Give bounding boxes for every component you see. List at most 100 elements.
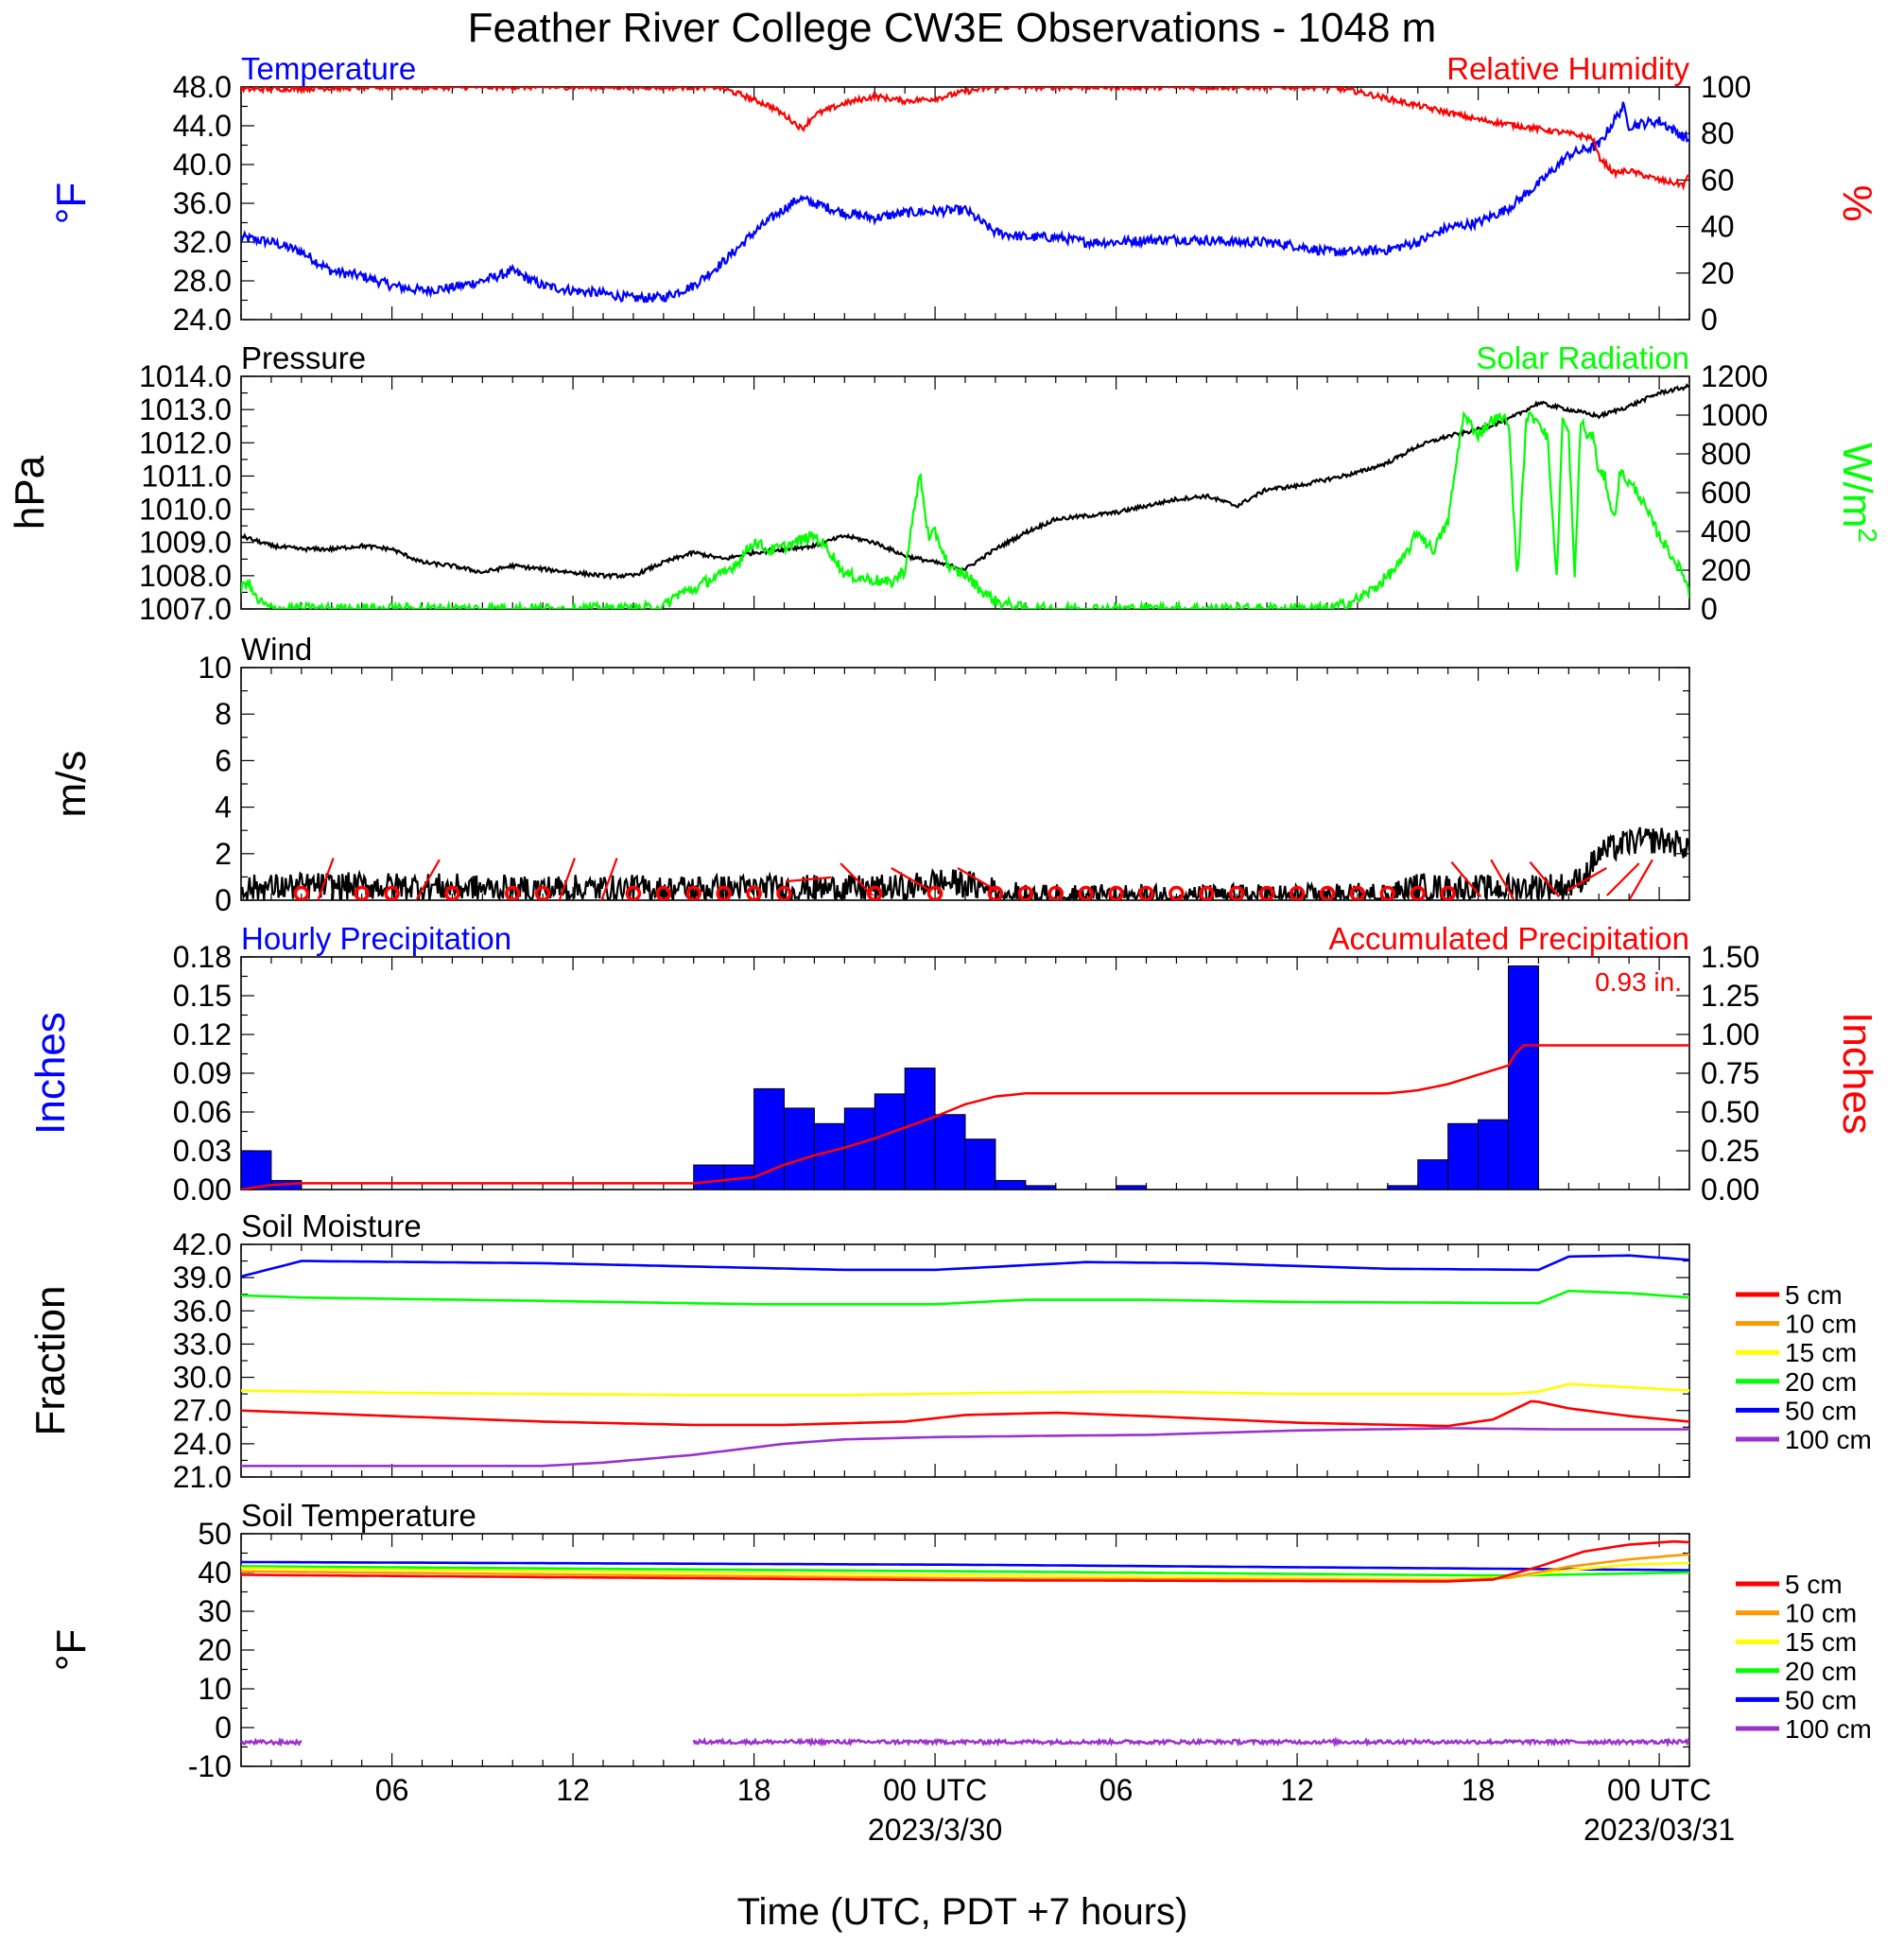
y-tick-label-right: 1.25 [1701,979,1759,1013]
y-tick-label-left: 0.06 [173,1095,232,1129]
y-tick-label-left: 21.0 [173,1460,232,1494]
y-tick-label-left: 10 [198,1672,232,1706]
panel-wind: 10 8 6 4 2 0 Wind m/s [48,632,1690,917]
series-line-soil_15 [241,1382,1689,1397]
y-tick-label-left: 0.09 [173,1056,232,1090]
calm-wind-circle [987,885,1004,900]
y-tick-label-left: 1007.0 [139,592,232,626]
calm-wind-circle [1138,885,1154,900]
y-tick-label-left: 20 [198,1633,232,1667]
precip-bar [1447,1122,1480,1190]
series-line-soil_5 [241,1399,1689,1428]
precip-bar [995,1179,1027,1190]
legend-label: 10 cm [1785,1310,1857,1339]
y-tick-label-left: 1013.0 [139,392,232,426]
wind-barb [839,862,874,896]
plot-area [241,965,1689,1190]
calm-wind-circle [867,885,883,900]
precip-bar [753,1087,785,1190]
y-tick-label-left: 0 [215,1711,232,1745]
panel-soil-moisture: 42.039.036.033.030.027.024.021.0 Soil Moi… [27,1208,1872,1494]
y-tick-label-left: 1011.0 [142,459,233,493]
x-tick-date-label: 2023/3/30 [868,1813,1002,1847]
y-tick-label-right: 400 [1701,514,1751,548]
calm-wind-circle [354,885,370,900]
y-tick-label-left: 28.0 [173,264,232,298]
y-tick-label-left: 40 [198,1555,232,1590]
x-tick-label: 00 UTC [883,1773,987,1807]
x-axis-label: Time (UTC, PDT +7 hours) [737,1891,1188,1933]
y-tick-label-right: 80 [1701,116,1735,150]
wind-barb [1450,860,1482,898]
precip-bar [813,1122,845,1190]
y-tick-label-left: 33.0 [173,1327,232,1361]
panel-title-right: Accumulated Precipitation [1328,921,1689,956]
y-axis-label-right: % [1834,184,1880,221]
panel-title-right: Solar Radiation [1476,340,1689,375]
calm-wind-circle [1379,885,1396,900]
calm-wind-circle [926,885,943,900]
calm-wind-circle [776,885,792,900]
legend-label: 20 cm [1785,1657,1857,1686]
wind-barb [1606,862,1640,896]
wind-barb [957,867,998,892]
y-tick-label-left: 40.0 [173,148,232,182]
calm-wind-circle [505,885,521,900]
y-tick-label-left: 50 [198,1517,232,1551]
y-tick-label-left: 0 [215,883,232,917]
y-tick-label-left: 27.0 [173,1394,232,1428]
y-axis-label-left: °F [48,1629,95,1671]
panel-title-right: Relative Humidity [1446,51,1689,86]
precip-bar [934,1114,966,1190]
calm-wind-circle [1410,885,1426,900]
panel-title-left: Soil Temperature [241,1498,476,1533]
legend-label: 5 cm [1785,1570,1843,1599]
panel-precip: 0.18 0.15 0.12 0.09 0.06 0.03 0.00 1.50 1.25 1.00… [27,921,1880,1207]
wind-barb [558,858,576,900]
calm-wind-circle [534,885,551,900]
calm-wind-circle [1078,885,1094,900]
wind-barb [317,858,335,900]
precip-bar [843,1107,875,1190]
legend-label: 50 cm [1785,1685,1857,1714]
panels-group: 48.044.040.036.032.028.024.0100806040200… [7,51,1882,1783]
y-tick-label-left: 0.15 [173,979,232,1013]
series-line-temperature [241,101,1689,304]
precip-bar [693,1164,725,1190]
x-tick-label: 06 [1099,1773,1134,1807]
legend-label: 100 cm [1785,1714,1872,1744]
plot-area [241,1539,1689,1748]
y-tick-label-left: 32.0 [173,225,232,259]
y-tick-label-right: 0.75 [1701,1056,1759,1090]
panel-pressure-solar: 1014.01013.01012.01011.01010.01009.01008… [7,340,1882,626]
wind-barb [786,876,832,883]
y-tick-label-left: -10 [188,1749,232,1783]
y-tick-label-left: 30 [198,1594,232,1628]
precip-bar [1508,965,1539,1190]
series-line-soil_20 [241,1565,1689,1577]
wind-barb [1529,860,1561,898]
y-tick-label-right: 1200 [1701,359,1768,393]
y-tick-label-left: 36.0 [173,1294,232,1328]
y-tick-label-right: 600 [1701,476,1751,510]
y-tick-label-right: 0.25 [1701,1134,1759,1168]
legend-label: 100 cm [1785,1425,1872,1454]
wind-barb [1628,859,1653,900]
plot-area [241,826,1689,900]
series-line-soil_20 [241,1289,1689,1306]
series-line-soil_5 [241,1539,1689,1583]
plot-area [241,383,1689,609]
calm-wind-circle [1017,885,1034,900]
legend-label: 15 cm [1785,1338,1857,1367]
plot-area [241,87,1689,304]
x-tick-label: 12 [556,1773,590,1807]
precip-bar [874,1093,906,1190]
y-axis-label-right: W/m2 [1834,443,1882,543]
y-tick-label-right: 40 [1701,210,1735,244]
x-tick-label: 18 [1462,1773,1496,1807]
y-tick-label-left: 24.0 [173,303,232,337]
legend-label: 20 cm [1785,1367,1857,1397]
precip-bar [1478,1119,1510,1190]
y-tick-label-left: 1009.0 [139,526,232,560]
